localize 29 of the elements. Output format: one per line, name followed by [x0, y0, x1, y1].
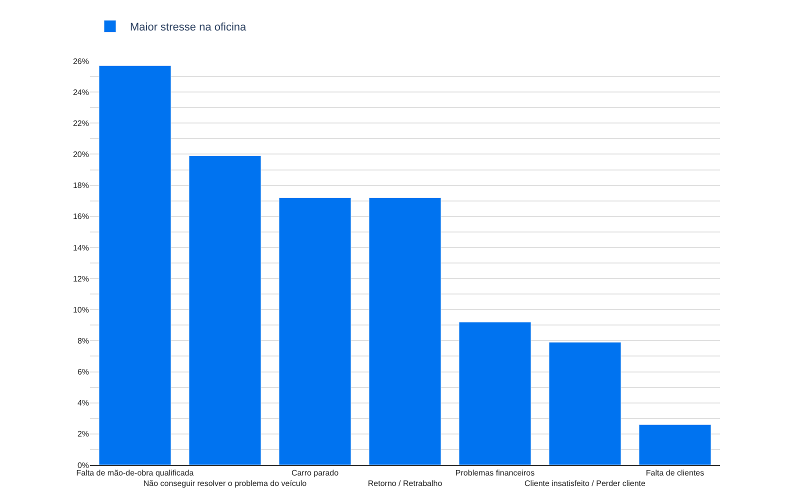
- bar: [278, 197, 352, 465]
- y-tick-label: 2%: [77, 430, 89, 439]
- y-tick-label: 22%: [72, 118, 89, 128]
- legend-label: Maior stresse na oficina: [130, 22, 248, 34]
- bar: [638, 424, 712, 465]
- y-tick-label: 16%: [72, 212, 89, 222]
- x-tick-label: Cliente insatisfeito / Perder cliente: [524, 479, 646, 488]
- y-tick-label: 10%: [72, 305, 89, 314]
- y-tick-label: 18%: [72, 181, 89, 190]
- y-tick-label: 0%: [77, 460, 89, 470]
- x-tick-label: Carro parado: [291, 468, 340, 478]
- x-tick-label: Falta de clientes: [646, 468, 704, 478]
- y-tick-label: 12%: [72, 274, 89, 284]
- y-tick-label: 6%: [77, 368, 89, 377]
- bar: [188, 156, 262, 465]
- y-tick-label: 26%: [72, 56, 89, 66]
- x-tick-label: Problemas financeiros: [455, 468, 535, 478]
- bar: [548, 342, 622, 465]
- x-tick-label: Não conseguir resolver o problema do veículo: [143, 479, 308, 488]
- y-tick-label: 24%: [72, 88, 89, 97]
- x-tick-label: Falta de mão-de-obra qualificada: [76, 468, 194, 478]
- y-tick-label: 8%: [77, 336, 89, 346]
- x-tick-label: Retorno / Retrabalho: [368, 479, 443, 488]
- y-tick-label: 4%: [77, 398, 89, 408]
- bar: [458, 322, 532, 465]
- bar: [98, 65, 172, 465]
- y-tick-label: 14%: [72, 243, 89, 252]
- y-tick-label: 20%: [72, 150, 89, 160]
- bar: [368, 197, 442, 465]
